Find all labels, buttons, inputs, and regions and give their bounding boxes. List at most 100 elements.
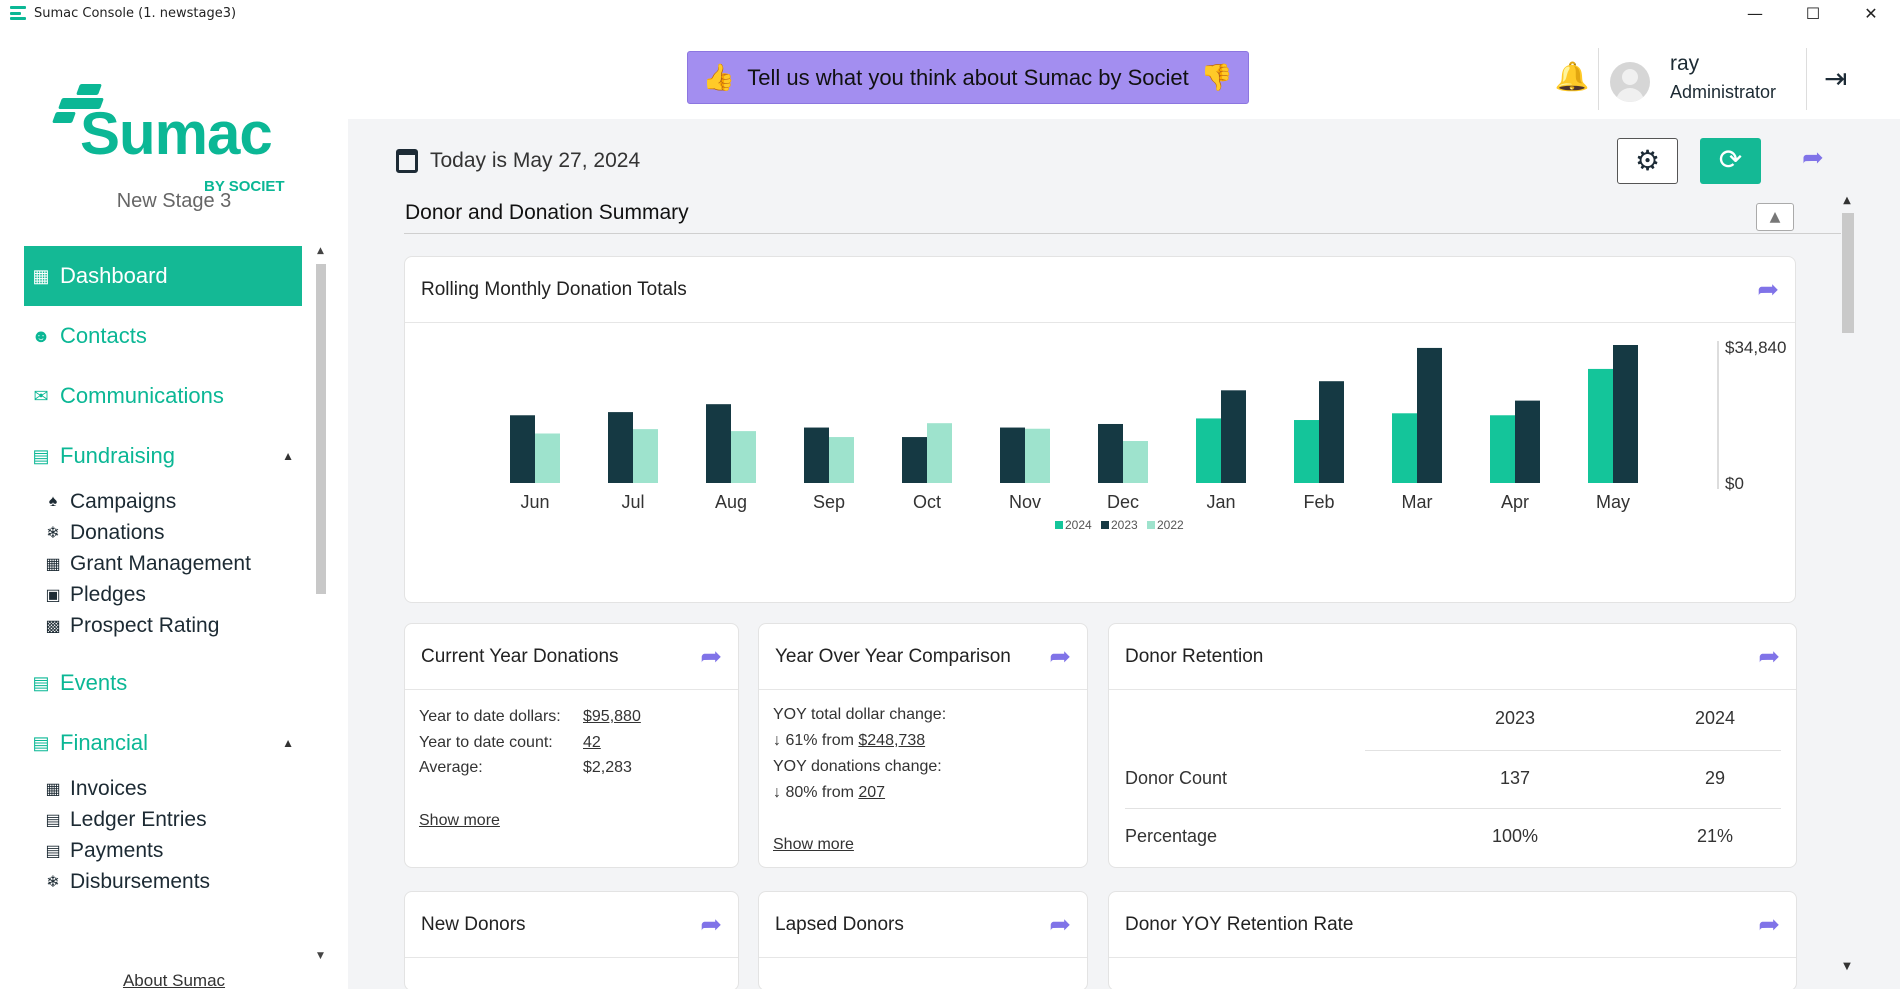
chevron-up-icon[interactable]: ▲ (282, 449, 294, 463)
card-title: Donor Retention (1125, 645, 1264, 667)
pledges-icon: ▣ (45, 586, 61, 604)
nav-invoices[interactable]: ▦ Invoices (24, 773, 314, 804)
close-button[interactable]: ✕ (1864, 3, 1878, 23)
retention-table: 2023 2024 Donor Count 137 29 Percentage … (1125, 708, 1781, 866)
x-tick-label: Dec (1107, 492, 1139, 512)
campaigns-icon: ♠ (48, 492, 58, 510)
nav-disbursements[interactable]: ❄ Disbursements (24, 866, 314, 897)
nav-communications[interactable]: ✉ Communications (24, 366, 314, 426)
chart-bar (633, 429, 658, 483)
chart-bar (1417, 347, 1442, 483)
nav-donations[interactable]: ❄ Donations (24, 517, 314, 548)
table-row: Percentage 100% 21% (1125, 808, 1781, 866)
show-more-link[interactable]: Show more (419, 812, 500, 829)
share-icon[interactable]: ➦ (700, 641, 722, 671)
nav-pledges[interactable]: ▣ Pledges (24, 579, 314, 610)
settings-button[interactable]: ⚙ (1617, 138, 1678, 184)
column-header: 2023 (1494, 708, 1536, 728)
card-title: Rolling Monthly Donation Totals (421, 278, 687, 300)
section-title: Donor and Donation Summary (405, 201, 689, 224)
minimize-button[interactable]: — (1747, 3, 1763, 23)
chart-bar (804, 427, 829, 483)
legend-swatch (1147, 521, 1155, 529)
scroll-up-arrow-icon[interactable]: ▲ (1843, 195, 1851, 206)
nav-fundraising[interactable]: ▤ Fundraising ▲ (24, 426, 314, 486)
donor-retention-card: Donor Retention ➦ 2023 2024 Donor Count … (1108, 623, 1797, 868)
x-tick-label: Apr (1501, 492, 1529, 512)
main-scrollbar[interactable]: ▲ ▼ (1839, 195, 1855, 975)
x-tick-label: Oct (913, 492, 941, 512)
nav-label: Prospect Rating (70, 613, 220, 637)
column-header: 2024 (1694, 708, 1736, 728)
nav-campaigns[interactable]: ♠ Campaigns (24, 486, 314, 517)
share-icon[interactable]: ➦ (1758, 909, 1780, 939)
scroll-thumb[interactable] (1842, 213, 1854, 333)
nav-payments[interactable]: ▤ Payments (24, 835, 314, 866)
yoy-comparison-card: Year Over Year Comparison ➦ YOY total do… (758, 623, 1088, 868)
logout-icon[interactable]: ⇥ (1824, 62, 1848, 95)
ytd-count-label: Year to date count: (419, 734, 553, 751)
chart-bar (706, 404, 731, 483)
table-cell: 100% (1491, 826, 1539, 846)
about-sumac-link[interactable]: About Sumac (122, 971, 226, 990)
refresh-button[interactable]: ⟳ (1700, 138, 1761, 184)
nav-contacts[interactable]: ☻ Contacts (24, 306, 314, 366)
legend-label: 2024 (1065, 518, 1092, 532)
ytd-count-value[interactable]: 42 (583, 734, 601, 751)
card-title: New Donors (421, 913, 526, 935)
chart-bar (1000, 427, 1025, 483)
ytd-dollars-value[interactable]: $95,880 (583, 708, 641, 725)
chart-bar (1221, 390, 1246, 483)
grant-icon: ▦ (45, 555, 61, 573)
nav-events[interactable]: ▤ Events (24, 653, 314, 713)
yoy-donations-change-value[interactable]: 207 (858, 784, 886, 801)
nav-grant-management[interactable]: ▦ Grant Management (24, 548, 314, 579)
maximize-button[interactable]: ☐ (1805, 3, 1821, 23)
nav-label: Ledger Entries (70, 807, 207, 831)
chart-bar (1294, 420, 1319, 483)
nav-ledger-entries[interactable]: ▤ Ledger Entries (24, 804, 314, 835)
rolling-donations-chart: Jun Jul Aug Sep Oct Nov Dec Jan Feb Mar Apr May $34,… (510, 338, 1786, 532)
x-tick-label: Mar (1402, 492, 1433, 512)
chart-bar (510, 415, 535, 483)
user-name: ray (1670, 52, 1700, 75)
user-role: Administrator (1670, 82, 1777, 102)
nav-financial[interactable]: ▤ Financial ▲ (24, 713, 314, 773)
rolling-donations-card: Rolling Monthly Donation Totals ➦ Jun Jul… (404, 256, 1796, 603)
share-icon[interactable]: ➦ (1049, 641, 1071, 671)
show-more-link[interactable]: Show more (773, 836, 854, 853)
collapse-section-button[interactable]: ▲ (1756, 203, 1794, 231)
share-icon[interactable]: ➦ (1049, 909, 1071, 939)
feedback-banner[interactable]: 👍 Tell us what you think about Sumac by … (687, 51, 1249, 104)
feedback-text: Tell us what you think about Sumac by So… (747, 64, 1189, 90)
share-icon[interactable]: ➦ (1802, 143, 1824, 173)
chart-bar (1613, 345, 1638, 483)
share-icon[interactable]: ➦ (1758, 641, 1780, 671)
sidebar-scrollbar[interactable]: ▲ ▼ (313, 246, 328, 966)
card-title: Year Over Year Comparison (775, 645, 1011, 667)
sumac-logo[interactable]: Sumac BY SOCIET (51, 56, 304, 195)
avatar[interactable] (1610, 62, 1650, 102)
notification-bell-icon[interactable]: 🔔 (1554, 60, 1590, 93)
table-cell: 29 (1704, 768, 1726, 788)
nav-label: Dashboard (60, 263, 168, 288)
scroll-down-arrow-icon[interactable]: ▼ (317, 951, 324, 961)
nav-prospect-rating[interactable]: ▩ Prospect Rating (24, 610, 314, 641)
table-cell: 21% (1696, 826, 1734, 846)
x-tick-label: Nov (1009, 492, 1041, 512)
yoy-total-change-value[interactable]: $248,738 (858, 732, 926, 749)
prospect-icon: ▩ (45, 617, 61, 635)
share-icon[interactable]: ➦ (1757, 274, 1779, 304)
thumbs-down-icon: 👎 (1200, 62, 1234, 92)
scroll-thumb[interactable] (316, 264, 326, 594)
ytd-dollars-label: Year to date dollars: (419, 708, 561, 725)
window-titlebar: Sumac Console (1. newstage3) — ☐ ✕ (0, 0, 1900, 26)
share-icon[interactable]: ➦ (700, 909, 722, 939)
chart-bar (1123, 441, 1148, 483)
divider (1806, 48, 1807, 110)
scroll-down-arrow-icon[interactable]: ▼ (1843, 961, 1851, 972)
scroll-up-arrow-icon[interactable]: ▲ (317, 246, 324, 256)
chevron-up-icon[interactable]: ▲ (282, 736, 294, 750)
nav-dashboard[interactable]: ▦ Dashboard (24, 246, 302, 306)
chart-bar (1098, 423, 1123, 483)
